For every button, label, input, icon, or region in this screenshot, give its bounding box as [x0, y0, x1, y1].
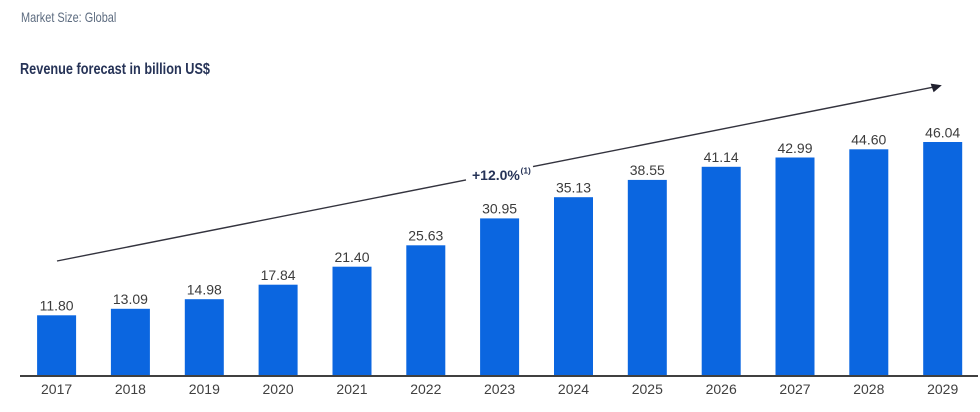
svg-text:2025: 2025: [632, 381, 663, 397]
svg-text:17.84: 17.84: [261, 267, 296, 283]
svg-text:30.95: 30.95: [482, 201, 517, 217]
svg-text:2018: 2018: [115, 381, 146, 397]
svg-text:2017: 2017: [41, 381, 72, 397]
svg-text:2019: 2019: [189, 381, 220, 397]
svg-text:13.09: 13.09: [113, 291, 148, 307]
svg-text:2020: 2020: [263, 381, 294, 397]
svg-text:2028: 2028: [853, 381, 884, 397]
svg-text:44.60: 44.60: [851, 132, 886, 148]
svg-text:21.40: 21.40: [334, 249, 369, 265]
svg-text:(1): (1): [521, 166, 532, 176]
svg-text:41.14: 41.14: [704, 149, 739, 165]
svg-text:14.98: 14.98: [187, 282, 222, 298]
svg-text:2023: 2023: [484, 381, 515, 397]
svg-text:11.80: 11.80: [40, 298, 74, 314]
svg-text:25.63: 25.63: [408, 228, 443, 244]
svg-text:2029: 2029: [927, 381, 958, 397]
svg-text:2024: 2024: [558, 381, 589, 397]
svg-text:2026: 2026: [706, 381, 737, 397]
svg-text:+12.0%: +12.0%: [472, 167, 520, 183]
svg-text:2027: 2027: [779, 381, 810, 397]
svg-text:46.04: 46.04: [925, 124, 960, 140]
svg-text:2021: 2021: [336, 381, 367, 397]
svg-text:38.55: 38.55: [630, 162, 665, 178]
svg-text:42.99: 42.99: [777, 140, 812, 156]
svg-text:2022: 2022: [410, 381, 441, 397]
svg-text:35.13: 35.13: [556, 180, 591, 196]
